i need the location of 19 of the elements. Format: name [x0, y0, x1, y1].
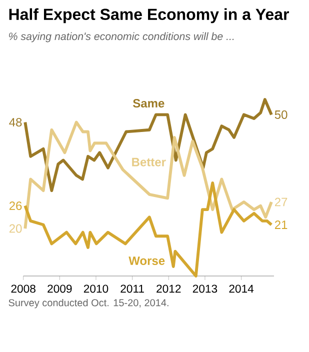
x-tick-label: 2009	[48, 284, 72, 293]
x-tick-label: 2013	[192, 284, 218, 293]
data-label: 50	[274, 110, 288, 119]
x-tick-label: 2014	[229, 284, 254, 293]
x-tick-label: 2008	[11, 284, 36, 293]
data-label: 27	[274, 198, 288, 206]
x-tick-label: 2011	[120, 284, 144, 293]
data-label: 20	[9, 224, 22, 233]
series-label: Worse	[128, 256, 165, 266]
series-label: Better	[132, 158, 166, 166]
chart-title: Half Expect Same Economy in a Year	[9, 8, 290, 24]
data-label: 26	[9, 202, 22, 210]
chart-subtitle: % saying nation's economic conditions will be ...	[9, 32, 234, 42]
x-tick-label: 2012	[156, 284, 181, 293]
x-tick-label: 2010	[84, 284, 108, 293]
text: Survey conducted Oct. 15-20, 2014.	[8, 298, 168, 308]
series-label: Same	[133, 99, 164, 108]
data-label: 48	[9, 118, 22, 127]
data-label: 21	[274, 220, 288, 229]
